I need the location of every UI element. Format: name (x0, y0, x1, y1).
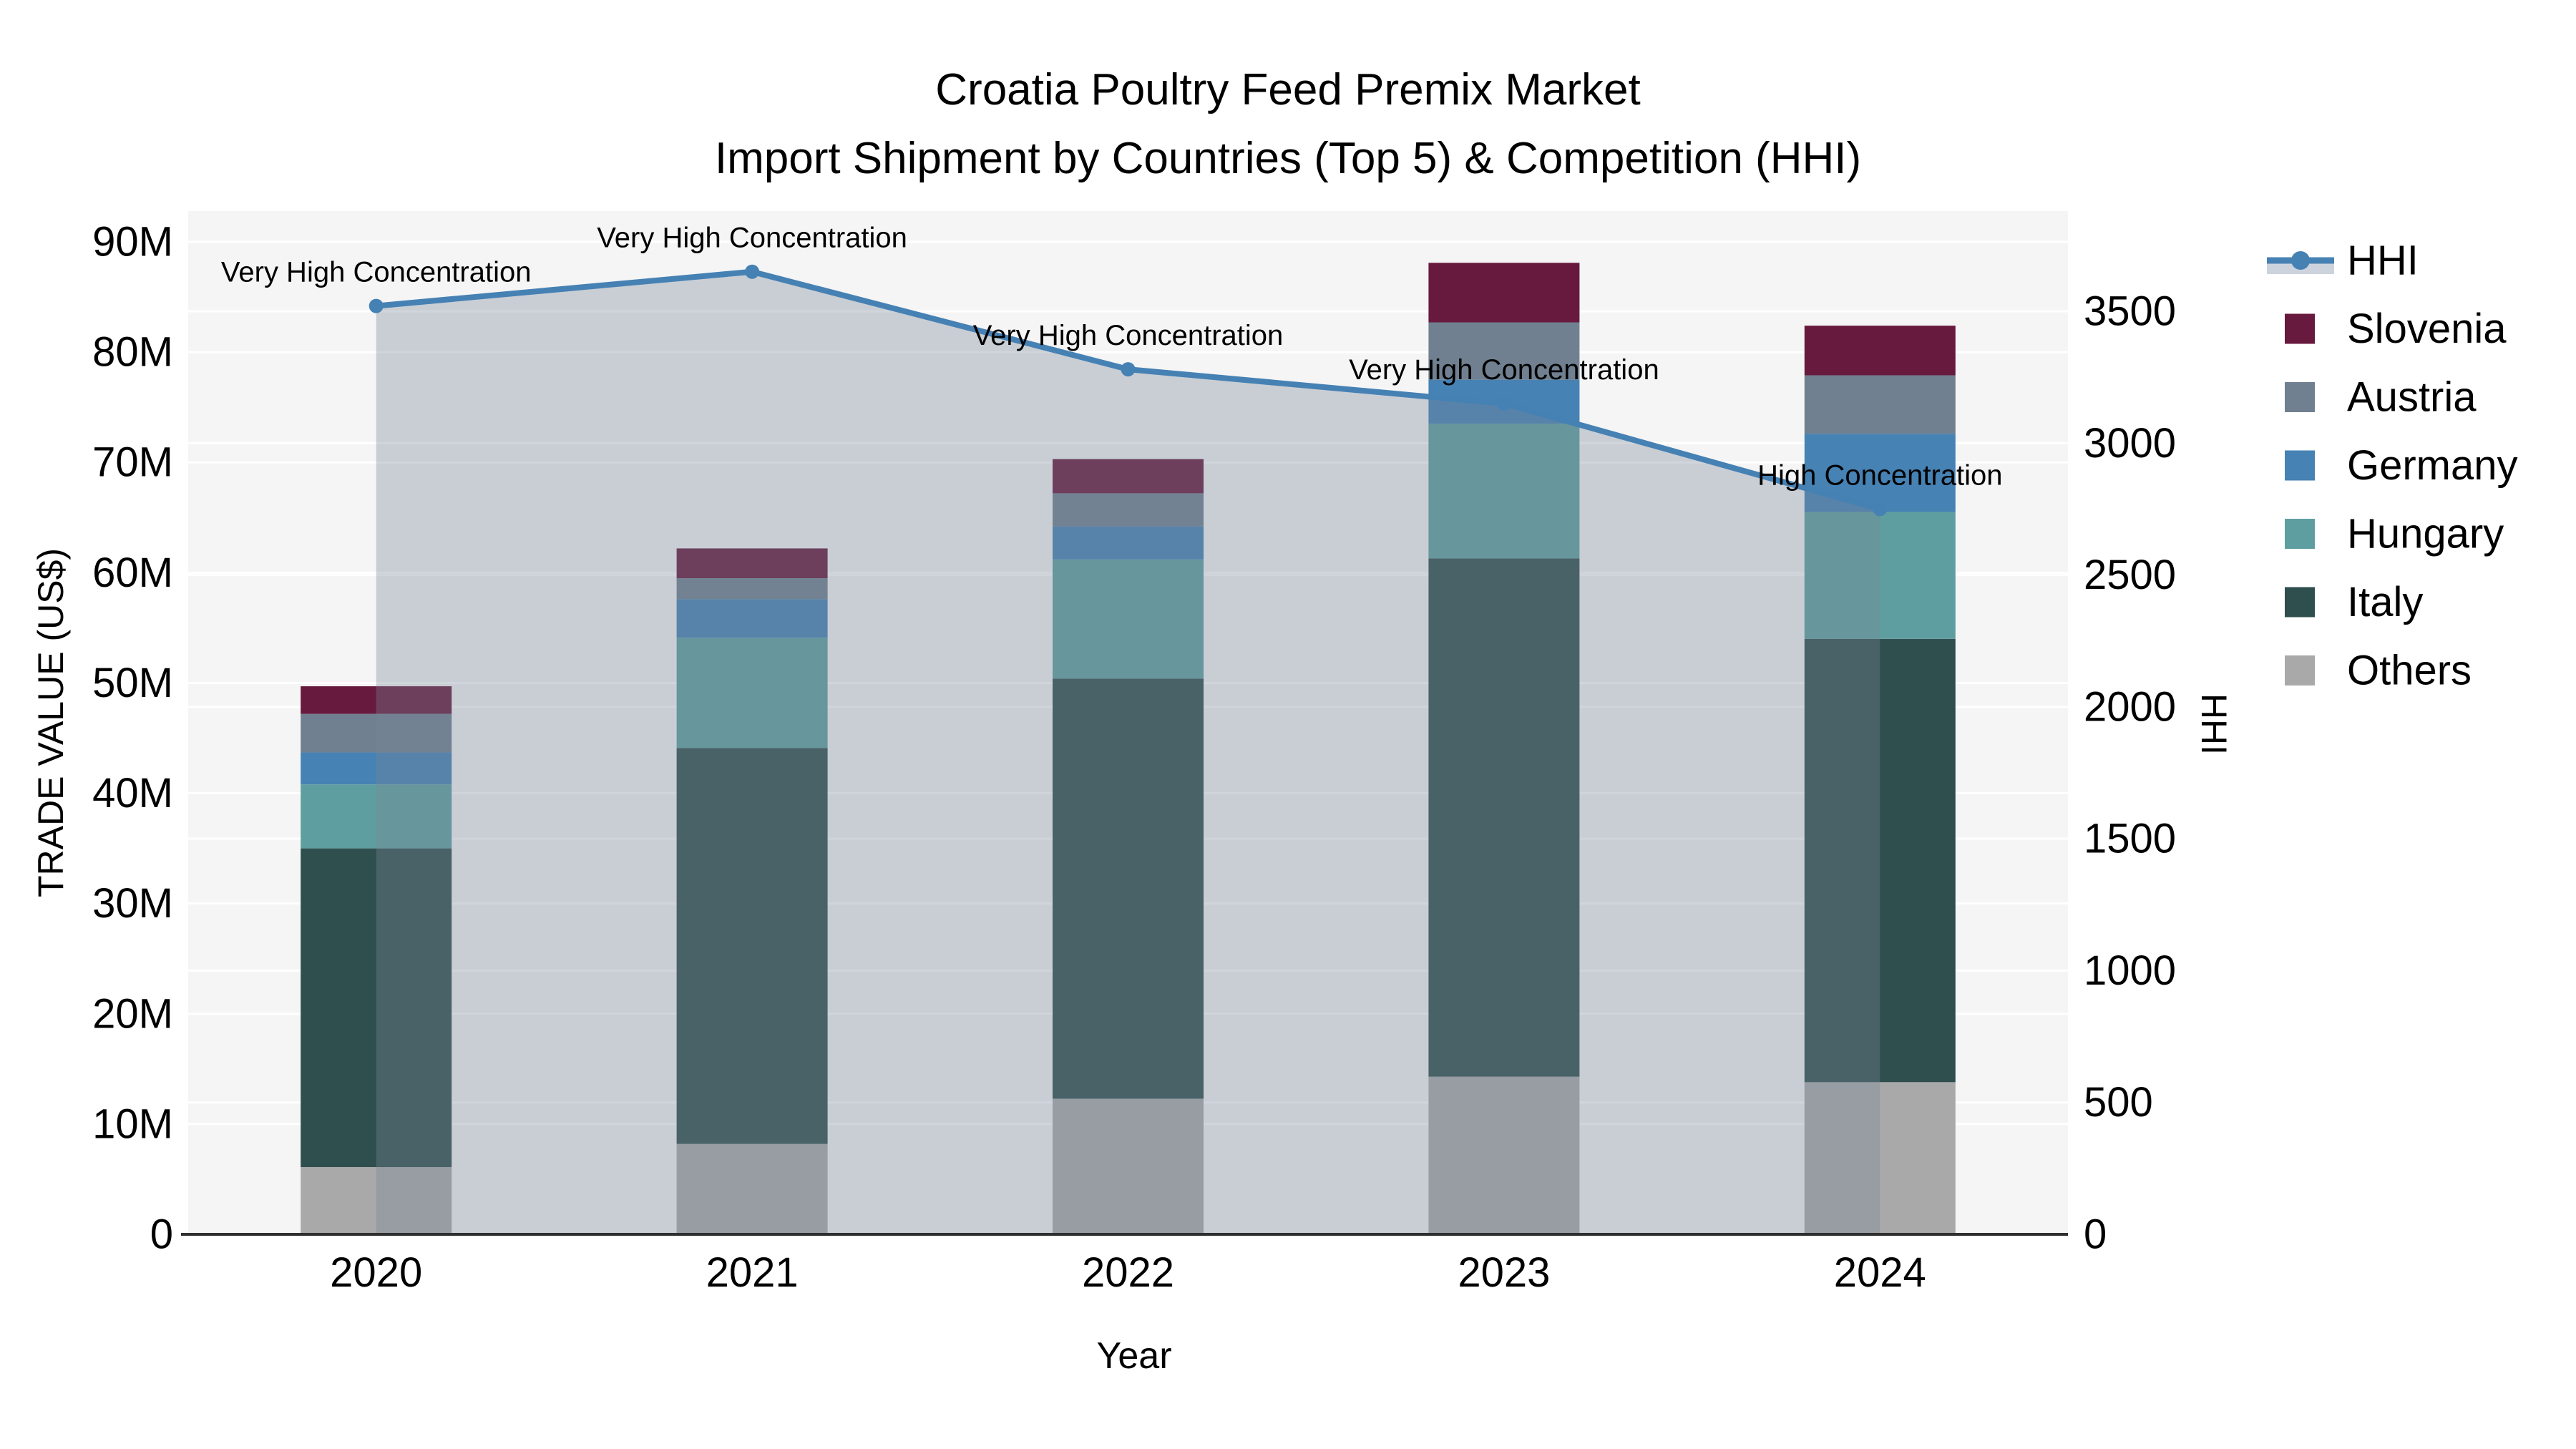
hhi-area-fill (376, 271, 1880, 1234)
legend-item-hhi: HHI (2267, 238, 2419, 284)
x-tick-2023: 2023 (1458, 1249, 1550, 1296)
bar-segment-slovenia-2021 (676, 548, 828, 579)
x-axis-title: Year (1096, 1335, 1171, 1377)
legend-hhi-marker-swatch (2291, 251, 2310, 270)
legend-label-hhi: HHI (2347, 238, 2419, 284)
y-right-tick-3500: 3500 (2084, 288, 2176, 335)
bar-segment-hungary-2023 (1428, 424, 1580, 559)
bar-segment-germany-2022 (1053, 526, 1204, 560)
y-right-tick-3000: 3000 (2084, 420, 2176, 467)
hhi-line-layer (369, 264, 1888, 517)
annotation-2022: Very High Concentration (973, 320, 1284, 351)
legend-label-austria: Austria (2347, 374, 2477, 421)
y-right-tick-2500: 2500 (2084, 552, 2176, 598)
annotation-layer: Very High Concentration Very High Concent… (221, 223, 2003, 492)
y-left-axis-title: TRADE VALUE (US$) (31, 548, 71, 897)
bar-segment-germany-2021 (676, 599, 828, 638)
bar-segment-hungary-2022 (1053, 559, 1204, 679)
legend-label-hungary: Hungary (2347, 511, 2504, 557)
legend-swatch-germany (2285, 450, 2315, 481)
y-left-tick-60M: 60M (92, 550, 173, 596)
bar-segment-slovenia-2020 (301, 686, 452, 714)
bar-segment-austria-2023 (1428, 322, 1580, 380)
legend-layer: HHI Slovenia Austria Germany Hungary Italy Oth… (2267, 238, 2518, 694)
bar-segment-italy-2020 (301, 848, 452, 1167)
bar-segment-austria-2022 (1053, 493, 1204, 527)
legend-swatch-slovenia (2285, 313, 2315, 344)
x-tick-2024: 2024 (1834, 1249, 1926, 1296)
y-left-tick-70M: 70M (92, 439, 173, 486)
hhi-marker-2023 (1496, 396, 1511, 411)
chart-title-line2: Import Shipment by Countries (Top 5) & C… (715, 134, 1861, 183)
y-left-tick-50M: 50M (92, 660, 173, 706)
bar-segment-hungary-2024 (1804, 512, 1956, 639)
y-left-tick-90M: 90M (92, 219, 173, 265)
legend-label-slovenia: Slovenia (2347, 306, 2507, 352)
legend-item-hungary: Hungary (2285, 511, 2504, 557)
legend-item-germany: Germany (2285, 442, 2518, 489)
bar-segment-others-2023 (1428, 1076, 1580, 1234)
legend-swatch-austria (2285, 382, 2315, 412)
bar-segment-slovenia-2024 (1804, 326, 1956, 376)
legend-label-others: Others (2347, 648, 2472, 694)
tick-label-layer: 0 10M 20M 30M 40M 50M 60M 70M 80M 90M 0 500 1000 1500… (92, 219, 2176, 1297)
annotation-2020: Very High Concentration (221, 257, 532, 288)
annotation-2024: High Concentration (1757, 459, 2002, 491)
bar-segment-others-2021 (676, 1143, 828, 1234)
bars-layer (301, 263, 1956, 1234)
legend-swatch-hungary (2285, 519, 2315, 549)
x-tick-2020: 2020 (330, 1249, 422, 1296)
hhi-marker-2024 (1873, 502, 1888, 517)
legend-swatch-others (2285, 655, 2315, 686)
legend-label-italy: Italy (2347, 579, 2423, 625)
bar-segment-austria-2020 (301, 713, 452, 753)
y-left-tick-30M: 30M (92, 880, 173, 927)
hhi-marker-2021 (745, 264, 760, 279)
y-left-tick-40M: 40M (92, 770, 173, 816)
legend-item-austria: Austria (2285, 374, 2477, 421)
legend-label-germany: Germany (2347, 442, 2518, 489)
y-right-tick-1000: 1000 (2084, 947, 2176, 994)
bar-segment-slovenia-2022 (1053, 459, 1204, 494)
bar-segment-italy-2023 (1428, 558, 1580, 1077)
y-right-tick-1500: 1500 (2084, 816, 2176, 862)
bar-segment-hungary-2020 (301, 784, 452, 849)
y-right-axis-title: HHI (2194, 693, 2234, 755)
legend-item-italy: Italy (2285, 579, 2423, 625)
hhi-marker-2020 (369, 298, 384, 313)
y-left-tick-0: 0 (150, 1211, 173, 1258)
bar-segment-austria-2021 (676, 578, 828, 600)
bar-segment-italy-2021 (676, 748, 828, 1144)
annotation-2021: Very High Concentration (597, 223, 907, 254)
y-right-tick-500: 500 (2084, 1079, 2153, 1126)
x-tick-2022: 2022 (1082, 1249, 1174, 1296)
chart-title-line1: Croatia Poultry Feed Premix Market (935, 65, 1640, 114)
bar-segment-italy-2024 (1804, 638, 1956, 1083)
y-left-tick-80M: 80M (92, 329, 173, 376)
bar-segment-others-2024 (1804, 1082, 1956, 1234)
legend-item-slovenia: Slovenia (2285, 306, 2507, 352)
hhi-area-layer (376, 271, 1880, 1234)
y-left-tick-20M: 20M (92, 990, 173, 1037)
y-right-tick-2000: 2000 (2084, 683, 2176, 730)
bar-segment-hungary-2021 (676, 638, 828, 748)
bar-segment-others-2020 (301, 1166, 452, 1234)
bar-segment-germany-2020 (301, 752, 452, 785)
hhi-marker-2022 (1121, 362, 1136, 377)
legend-swatch-italy (2285, 587, 2315, 618)
x-tick-2021: 2021 (706, 1249, 799, 1296)
bar-segment-others-2022 (1053, 1098, 1204, 1234)
bar-segment-germany-2024 (1804, 434, 1956, 512)
annotation-2023: Very High Concentration (1349, 354, 1659, 386)
bar-segment-austria-2024 (1804, 375, 1956, 434)
bar-segment-italy-2022 (1053, 678, 1204, 1099)
y-left-tick-10M: 10M (92, 1101, 173, 1147)
legend-item-others: Others (2285, 648, 2472, 694)
bar-segment-slovenia-2023 (1428, 263, 1580, 323)
y-right-tick-0: 0 (2084, 1211, 2107, 1258)
